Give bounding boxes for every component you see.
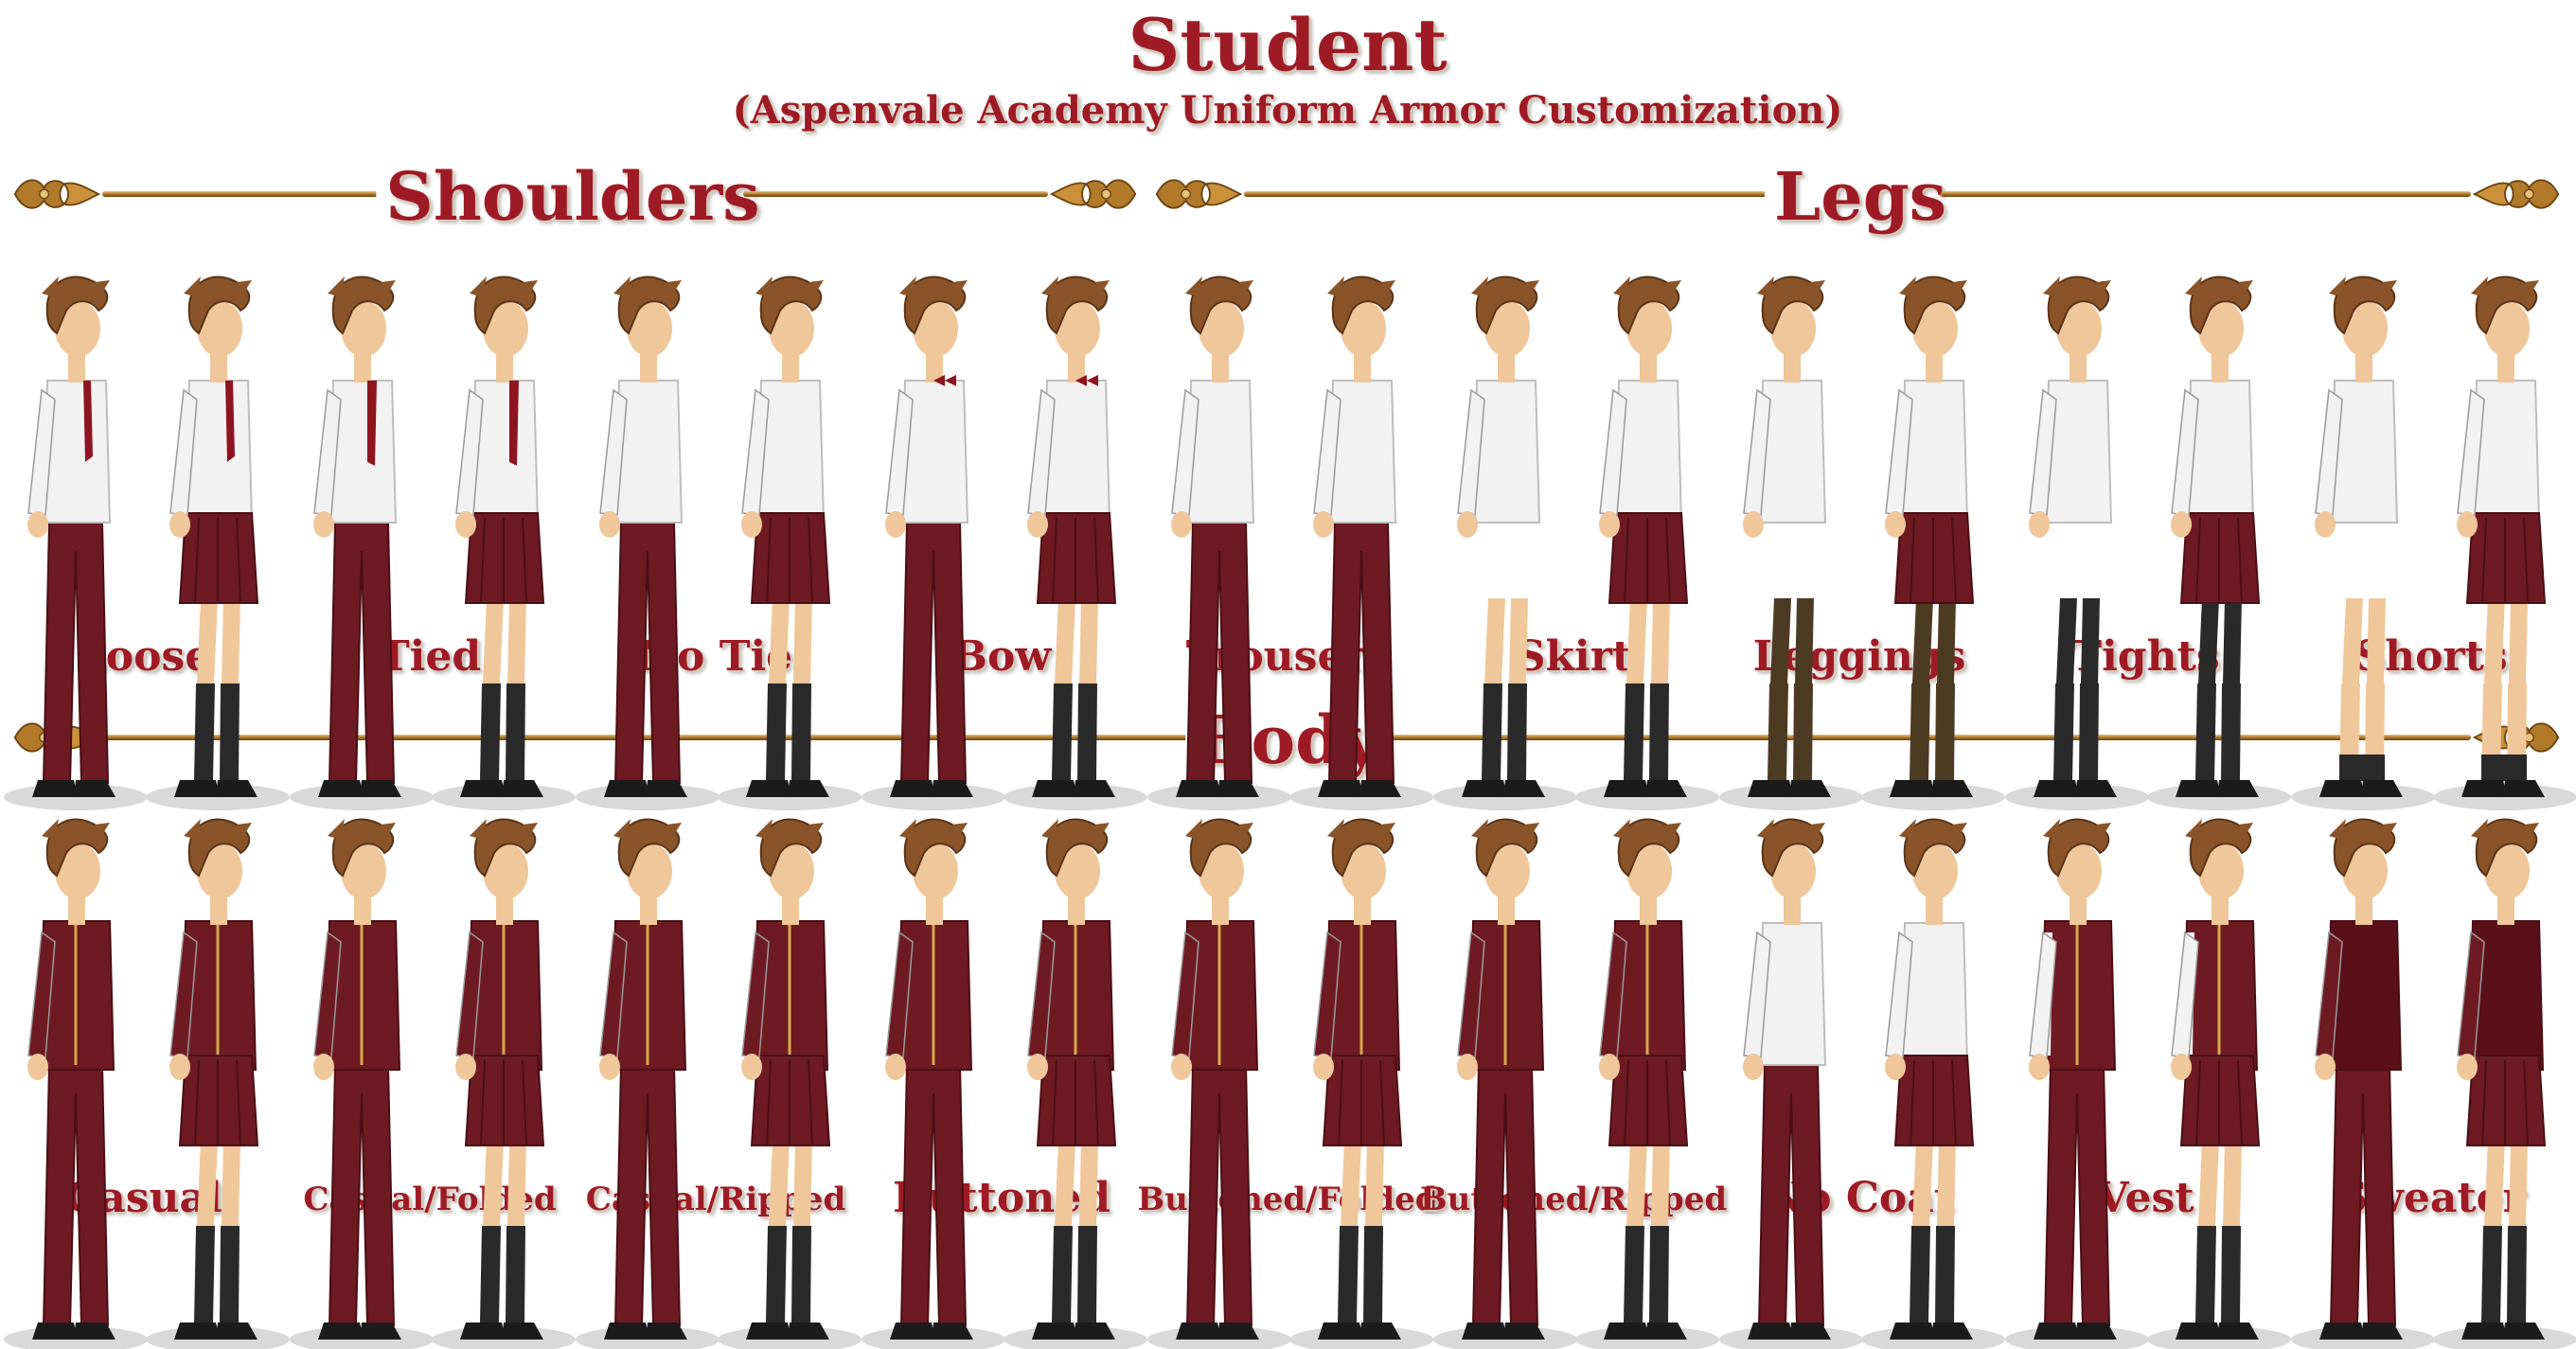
character-figure-leggings-female <box>1861 275 2005 810</box>
shoulders-divider-left <box>102 191 403 197</box>
character-figure-bow-male <box>862 275 1005 810</box>
option-label-vest: Vest <box>2096 1174 2194 1222</box>
character-figure-sweater-female <box>2433 818 2576 1349</box>
option-label-tied: Tied <box>378 632 482 681</box>
character-figure-tied-female <box>432 275 576 810</box>
character-figure-shorts-female <box>2433 275 2576 810</box>
option-label-skirt: Skirt <box>1515 632 1632 681</box>
option-label-buttoned-folded: Buttoned/Folded <box>1137 1180 1438 1218</box>
character-figure-bow-female <box>1004 275 1147 810</box>
character-figure-vest-female <box>2147 818 2291 1349</box>
character-figure-leggings-male <box>1719 275 1863 810</box>
character-figure-casual-female <box>146 818 290 1349</box>
character-figure-ripped-female <box>718 818 862 1349</box>
option-label-bow: Bow <box>951 632 1052 681</box>
character-figure-none-male <box>576 275 720 810</box>
ornament-right-icon <box>2471 169 2562 220</box>
page-subtitle: (Aspenvale Academy Uniform Armor Customi… <box>732 88 1843 133</box>
body-divider-left <box>102 735 1196 740</box>
section-title-legs: Legs <box>1764 164 1957 230</box>
character-figure-nocoat-female <box>1861 818 2005 1349</box>
page-title: Student <box>1128 3 1448 87</box>
legs-divider-left <box>1244 191 1780 197</box>
ornament-left-icon <box>11 169 102 220</box>
character-figure-tights-male <box>2005 275 2149 810</box>
character-figure-tied-male <box>290 275 434 810</box>
character-figure-casual-male <box>4 818 148 1349</box>
legs-divider-right <box>1941 191 2471 197</box>
character-figure-loose-male <box>4 275 148 810</box>
option-label-buttoned-ripped: Buttoned/Ripped <box>1419 1180 1728 1218</box>
character-figure-buttoned-folded-female <box>1289 818 1433 1349</box>
character-figure-buttoned-female <box>1004 818 1147 1349</box>
ornament-left-icon <box>1153 169 1244 220</box>
character-figure-shorts-male <box>2291 275 2435 810</box>
shoulders-divider-right <box>743 191 1048 197</box>
character-figure-trousers-female <box>1289 275 1433 810</box>
character-figure-vest-male <box>2005 818 2149 1349</box>
character-figure-ripped-male <box>576 818 720 1349</box>
ornament-right-icon <box>1048 169 1139 220</box>
character-figure-nocoat-male <box>1719 818 1863 1349</box>
character-figure-buttoned-male <box>862 818 1005 1349</box>
character-figure-trousers-male <box>1147 275 1291 810</box>
character-figure-sweater-male <box>2291 818 2435 1349</box>
character-figure-skirt-male <box>1433 275 1577 810</box>
character-figure-buttoned-ripped-female <box>1575 818 1719 1349</box>
character-figure-folded-female <box>432 818 576 1349</box>
character-figure-buttoned-ripped-male <box>1433 818 1577 1349</box>
character-figure-tights-female <box>2147 275 2291 810</box>
character-figure-none-female <box>718 275 862 810</box>
character-figure-buttoned-folded-male <box>1147 818 1291 1349</box>
character-figure-folded-male <box>290 818 434 1349</box>
section-title-shoulders: Shoulders <box>376 164 770 230</box>
character-figure-loose-female <box>146 275 290 810</box>
character-figure-skirt-female <box>1575 275 1719 810</box>
